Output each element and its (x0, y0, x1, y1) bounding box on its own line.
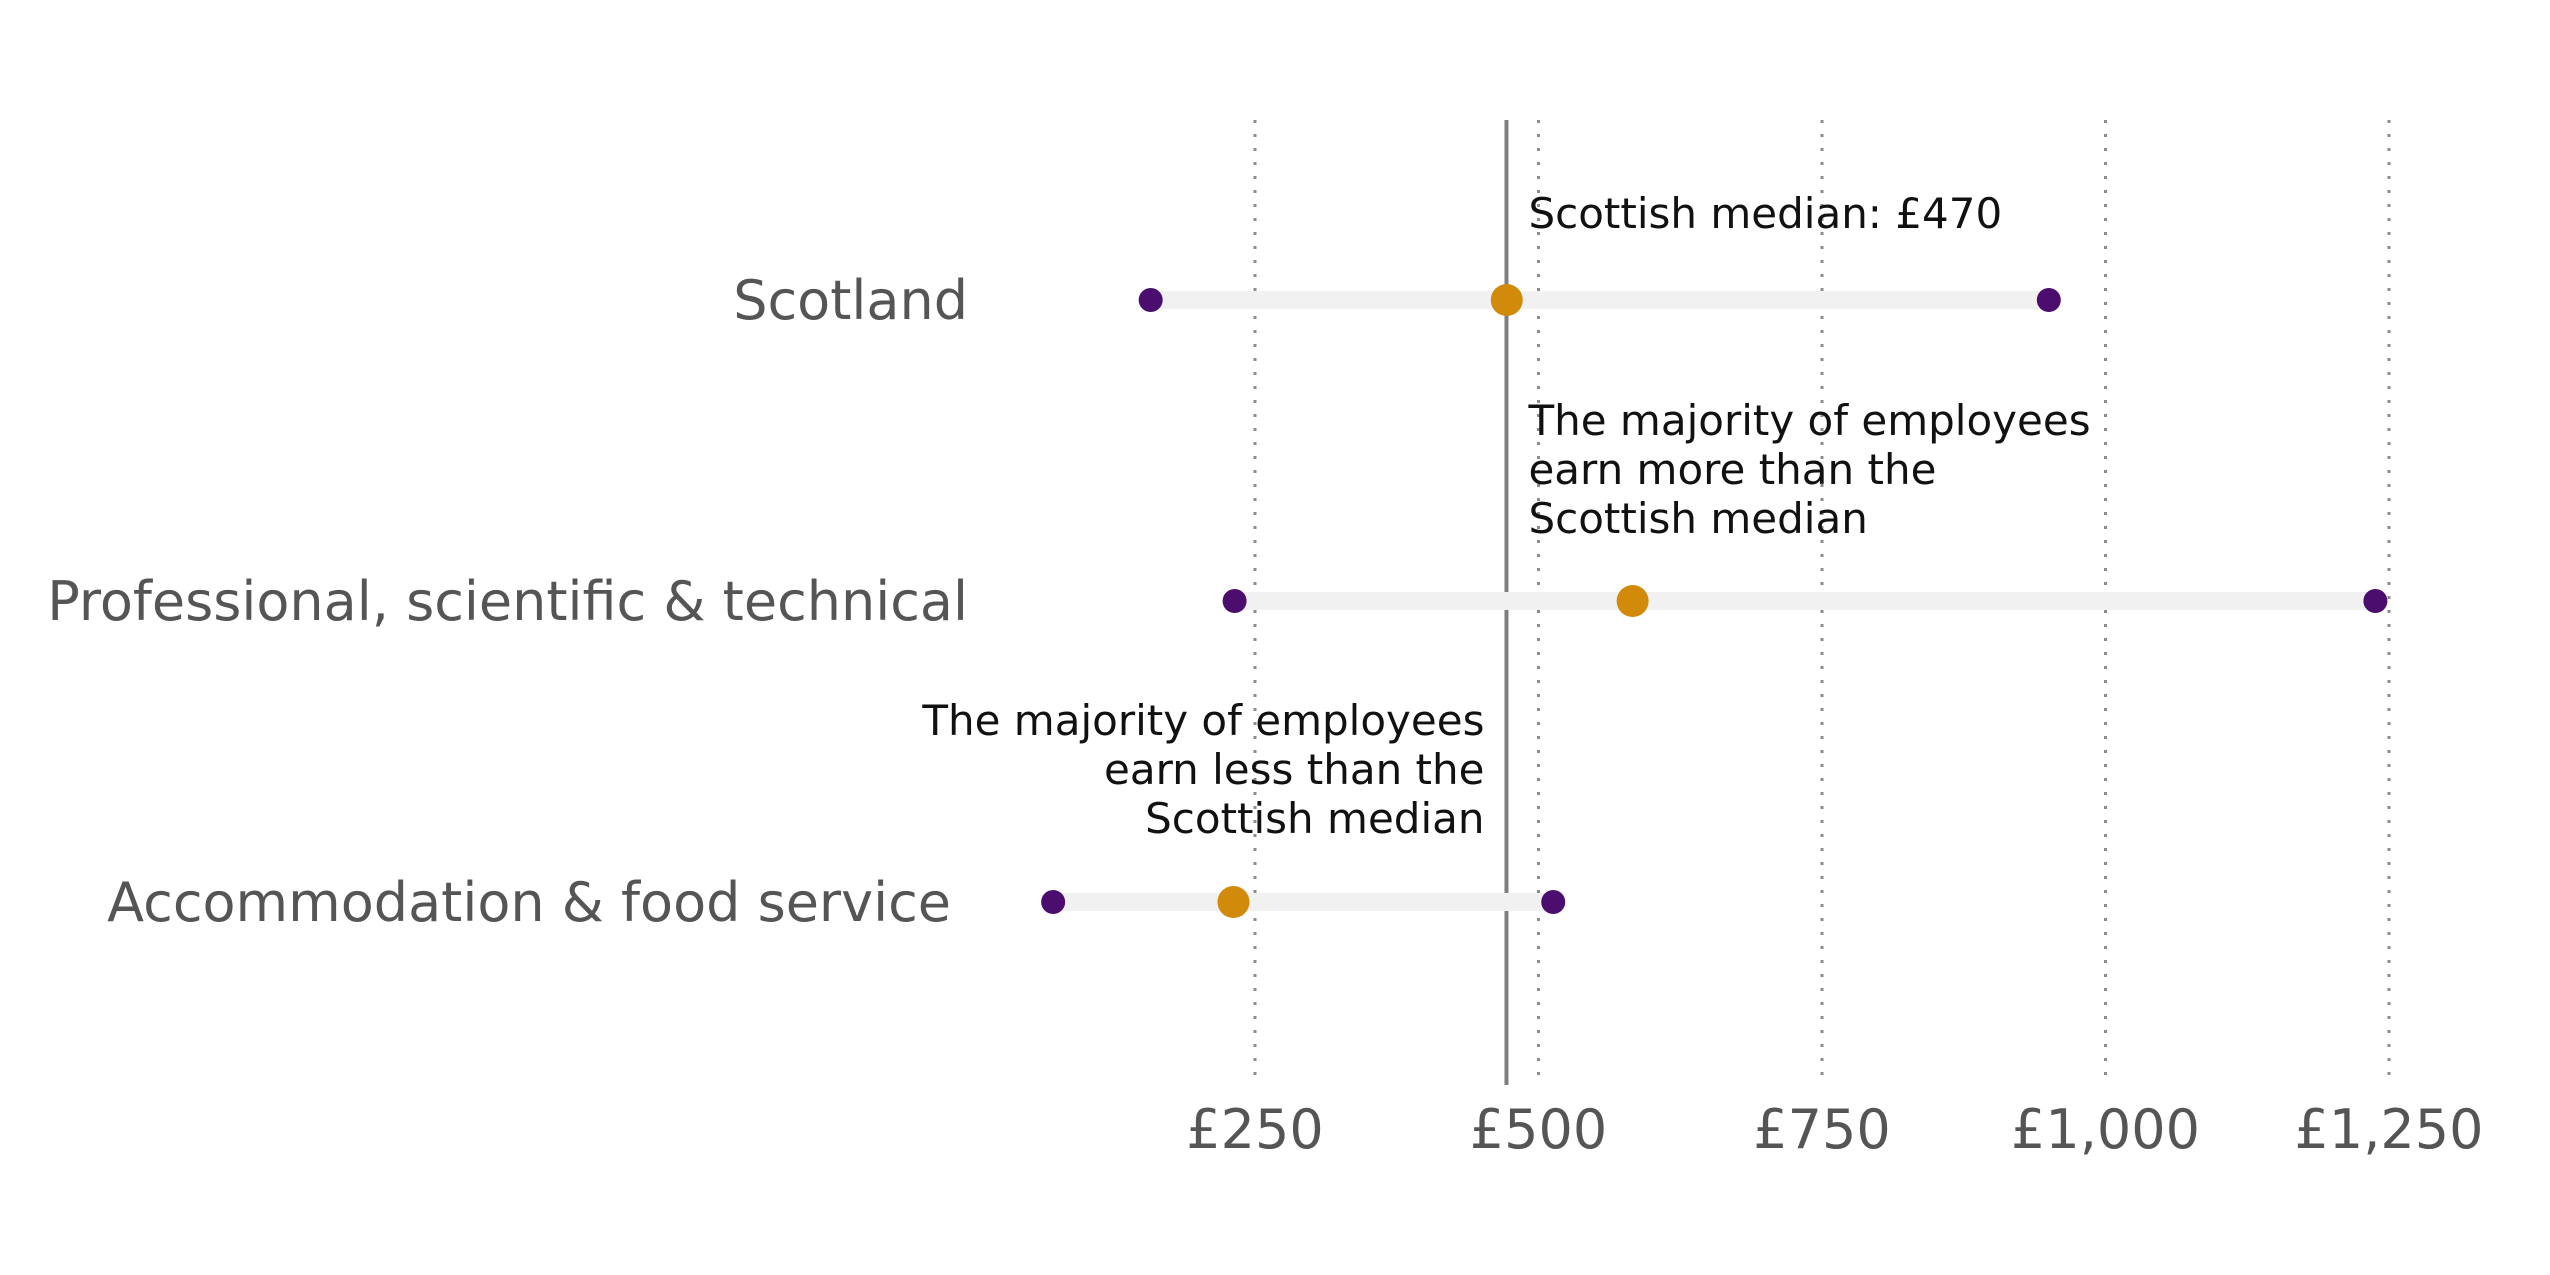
category-rows: Scotland Professional, scientific & techn… (47, 269, 2388, 934)
annotations: The majority of employees earn more than … (921, 396, 2090, 843)
annotation-line: Scottish median (1528, 494, 1867, 543)
x-tick-label: £1,000 (2011, 1098, 2200, 1161)
high-point (1541, 890, 1566, 914)
high-point (2036, 288, 2061, 312)
x-axis: £250 £500 £750 £1,000 £1,250 (1186, 1098, 2483, 1161)
category-label: Scotland (733, 269, 968, 332)
x-tick-label: £1,250 (2295, 1098, 2484, 1161)
high-point (2363, 589, 2388, 613)
x-tick-label: £750 (1753, 1098, 1890, 1161)
annotation-above: The majority of employees earn more than … (1527, 396, 2090, 543)
annotation-line: earn more than the (1528, 445, 1936, 494)
row-0: Scotland (733, 269, 2061, 332)
category-label: Professional, scientific & technical (47, 570, 968, 633)
annotation-line: The majority of employees (1527, 396, 2090, 445)
annotation-line: The majority of employees (921, 696, 1484, 745)
low-point (1138, 288, 1163, 312)
scottish-median-label: Scottish median: £470 (1528, 189, 2002, 238)
annotation-line: earn less than the (1104, 745, 1484, 794)
row-2: Accommodation & food service (107, 871, 1566, 934)
annotation-line: Scottish median (1145, 794, 1484, 843)
annotation-below: The majority of employees earn less than … (921, 696, 1484, 843)
median-point (1490, 284, 1523, 316)
median-point (1217, 886, 1250, 918)
low-point (1041, 890, 1066, 914)
median-point (1616, 585, 1649, 617)
low-point (1222, 589, 1247, 613)
x-tick-label: £500 (1470, 1098, 1607, 1161)
x-tick-label: £250 (1186, 1098, 1323, 1161)
row-1: Professional, scientific & technical (47, 570, 2388, 633)
category-label: Accommodation & food service (107, 871, 951, 934)
